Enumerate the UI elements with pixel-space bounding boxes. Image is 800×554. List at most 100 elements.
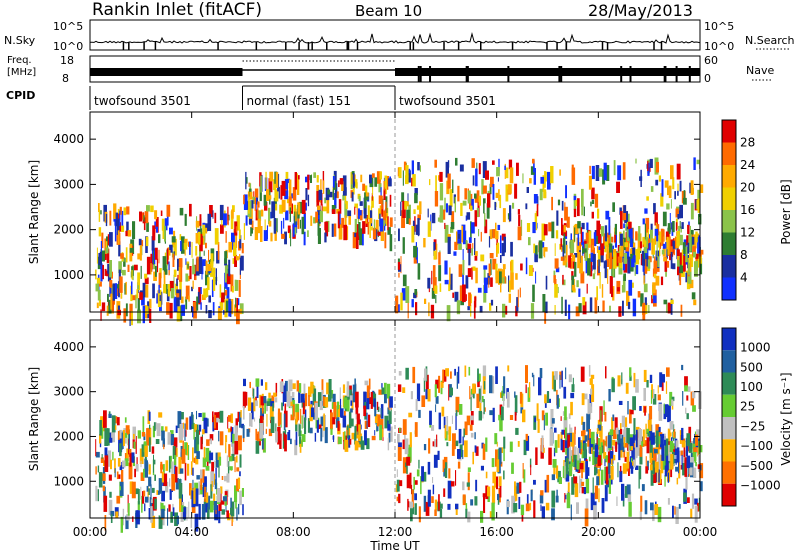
data-cell	[681, 440, 686, 448]
data-cell	[437, 450, 440, 460]
data-cell	[142, 282, 146, 298]
data-cell	[414, 503, 417, 515]
data-cell	[646, 227, 648, 240]
data-cell	[581, 199, 584, 216]
data-cell	[651, 238, 654, 254]
data-cell	[591, 384, 595, 402]
data-cell	[439, 283, 442, 292]
data-cell	[677, 255, 681, 267]
data-cell	[101, 250, 105, 262]
freq-tick-top: 18	[60, 54, 74, 67]
data-cell	[612, 202, 615, 212]
data-cell	[554, 427, 557, 433]
data-cell	[608, 472, 612, 484]
data-cell	[139, 292, 143, 300]
data-cell	[399, 480, 403, 487]
data-cell	[322, 421, 324, 438]
data-cell	[632, 255, 636, 263]
data-cell	[411, 226, 415, 243]
data-cell	[266, 189, 270, 201]
data-cell	[632, 461, 634, 466]
data-cell	[407, 447, 412, 463]
data-cell	[378, 195, 383, 204]
data-cell	[674, 236, 677, 249]
colorbar-tick-label: −1000	[740, 478, 781, 492]
data-cell	[529, 502, 532, 511]
data-cell	[455, 470, 457, 486]
data-cell	[420, 476, 422, 495]
data-cell	[356, 232, 359, 249]
data-cell	[303, 383, 306, 395]
data-cell	[591, 211, 594, 219]
data-cell	[313, 172, 316, 178]
data-cell	[535, 271, 537, 284]
data-cell	[388, 409, 392, 424]
data-cell	[414, 493, 417, 501]
data-cell	[292, 187, 297, 201]
data-cell	[190, 516, 193, 528]
data-cell	[247, 191, 250, 198]
data-cell	[583, 393, 588, 400]
data-cell	[640, 253, 643, 266]
data-cell	[470, 205, 473, 211]
data-cell	[388, 433, 391, 443]
data-cell	[456, 300, 461, 315]
data-cell	[340, 408, 344, 418]
data-cell	[556, 489, 558, 498]
data-cell	[218, 510, 221, 524]
data-cell	[149, 308, 152, 323]
data-cell	[109, 287, 112, 296]
data-cell	[689, 467, 693, 476]
data-cell	[692, 246, 696, 257]
data-cell	[483, 496, 486, 513]
data-cell	[448, 205, 452, 216]
data-cell	[196, 296, 199, 311]
data-cell	[570, 432, 575, 447]
data-cell	[146, 485, 149, 492]
data-cell	[333, 170, 337, 184]
data-cell	[137, 489, 140, 505]
data-cell	[534, 254, 538, 263]
data-cell	[305, 176, 309, 183]
data-cell	[609, 429, 614, 435]
data-cell	[255, 440, 260, 454]
data-cell	[256, 381, 259, 398]
data-cell	[489, 302, 492, 311]
data-cell	[104, 447, 108, 459]
data-cell	[507, 184, 512, 194]
data-cell	[691, 236, 695, 245]
data-cell	[526, 223, 531, 232]
data-cell	[639, 406, 642, 411]
data-cell	[669, 391, 673, 406]
data-cell	[554, 279, 557, 286]
data-cell	[226, 455, 229, 467]
data-cell	[608, 243, 613, 259]
data-cell	[183, 242, 188, 250]
data-cell	[661, 377, 664, 391]
data-cell	[122, 430, 125, 447]
data-cell	[497, 462, 501, 474]
data-cell	[189, 416, 192, 430]
data-cell	[198, 503, 201, 520]
data-cell	[596, 436, 598, 449]
colorbar-segment	[722, 142, 736, 165]
data-cell	[355, 179, 358, 188]
data-cell	[109, 210, 112, 226]
data-cell	[365, 192, 369, 197]
data-cell	[506, 388, 508, 399]
data-cell	[324, 221, 327, 231]
data-cell	[640, 293, 644, 307]
data-cell	[397, 261, 401, 270]
data-cell	[483, 399, 485, 415]
data-cell	[229, 456, 233, 462]
data-cell	[589, 438, 593, 454]
colorbar-tick-label: 12	[740, 226, 755, 240]
data-cell	[480, 510, 484, 523]
data-cell	[694, 498, 698, 505]
data-cell	[644, 246, 648, 254]
data-cell	[513, 503, 518, 513]
data-cell	[128, 462, 133, 480]
data-cell	[558, 477, 562, 484]
data-cell	[322, 206, 327, 212]
data-cell	[275, 382, 278, 397]
